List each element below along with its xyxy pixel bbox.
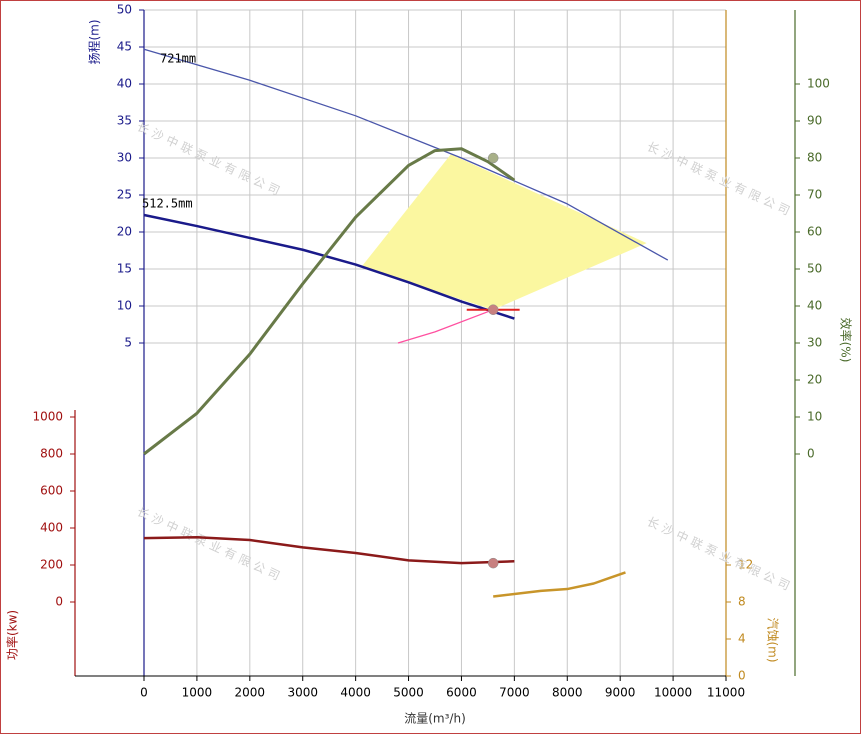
series-line	[493, 571, 626, 598]
y3-axis-title: 功率(kw)	[5, 610, 20, 660]
y-tick-label: 70	[807, 188, 822, 202]
y-tick-label: 0	[55, 595, 63, 609]
x-tick-label: 1000	[182, 686, 213, 700]
x-tick-label: 4000	[340, 686, 371, 700]
operating-point	[487, 557, 499, 569]
y-tick-label: 1000	[32, 410, 63, 424]
y-tick-label: 25	[117, 188, 132, 202]
x-tick-label: 3000	[287, 686, 318, 700]
x-tick-label: 0	[140, 686, 148, 700]
y-tick-label: 100	[807, 77, 830, 91]
y-tick-label: 5	[124, 336, 132, 350]
x-axis-title: 流量(m³/h)	[404, 712, 466, 726]
y-axis-title: 扬程(m)	[87, 19, 102, 64]
operating-point	[487, 304, 499, 315]
y-tick-label: 12	[738, 558, 753, 572]
x-tick-label: 5000	[393, 686, 424, 700]
x-tick-label: 7000	[499, 686, 530, 700]
y-tick-label: 45	[117, 40, 132, 54]
y-tick-label: 8	[738, 595, 746, 609]
y-tick-label: 50	[117, 3, 132, 17]
series-line	[143, 213, 515, 320]
y-tick-label: 200	[40, 558, 63, 572]
y-tick-label: 40	[117, 77, 132, 91]
series-line	[143, 147, 516, 456]
y-tick-label: 50	[807, 262, 822, 276]
y-tick-label: 400	[40, 521, 63, 535]
y4-axis-title: 汽蚀(m)	[766, 617, 781, 662]
y-tick-label: 80	[807, 151, 822, 165]
curve-label: 512.5mm	[142, 196, 193, 210]
y-tick-label: 15	[117, 262, 132, 276]
operating-point	[487, 152, 499, 164]
y-tick-label: 35	[117, 114, 132, 128]
x-tick-label: 9000	[605, 686, 636, 700]
y-tick-label: 30	[117, 151, 132, 165]
y-tick-label: 10	[117, 299, 132, 313]
y-tick-label: 800	[40, 447, 63, 461]
series-line	[143, 48, 669, 261]
x-tick-label: 10000	[654, 686, 692, 700]
y-tick-label: 4	[738, 632, 746, 646]
y-tick-label: 0	[807, 447, 815, 461]
y-tick-label: 20	[807, 373, 822, 387]
series-line	[397, 309, 494, 344]
y-tick-label: 20	[117, 225, 132, 239]
x-tick-label: 11000	[707, 686, 745, 700]
curve-label: 721mm	[160, 52, 196, 66]
x-tick-label: 6000	[446, 686, 477, 700]
y-tick-label: 0	[738, 669, 746, 683]
series-line	[143, 536, 515, 565]
y-tick-label: 600	[40, 484, 63, 498]
y-tick-label: 30	[807, 336, 822, 350]
y-tick-label: 60	[807, 225, 822, 239]
operating-region	[360, 154, 647, 310]
y-tick-label: 90	[807, 114, 822, 128]
x-tick-label: 8000	[552, 686, 583, 700]
y-tick-label: 10	[807, 410, 822, 424]
y2-axis-title: 效率(%)	[839, 318, 854, 363]
x-tick-label: 2000	[235, 686, 266, 700]
y-tick-label: 40	[807, 299, 822, 313]
